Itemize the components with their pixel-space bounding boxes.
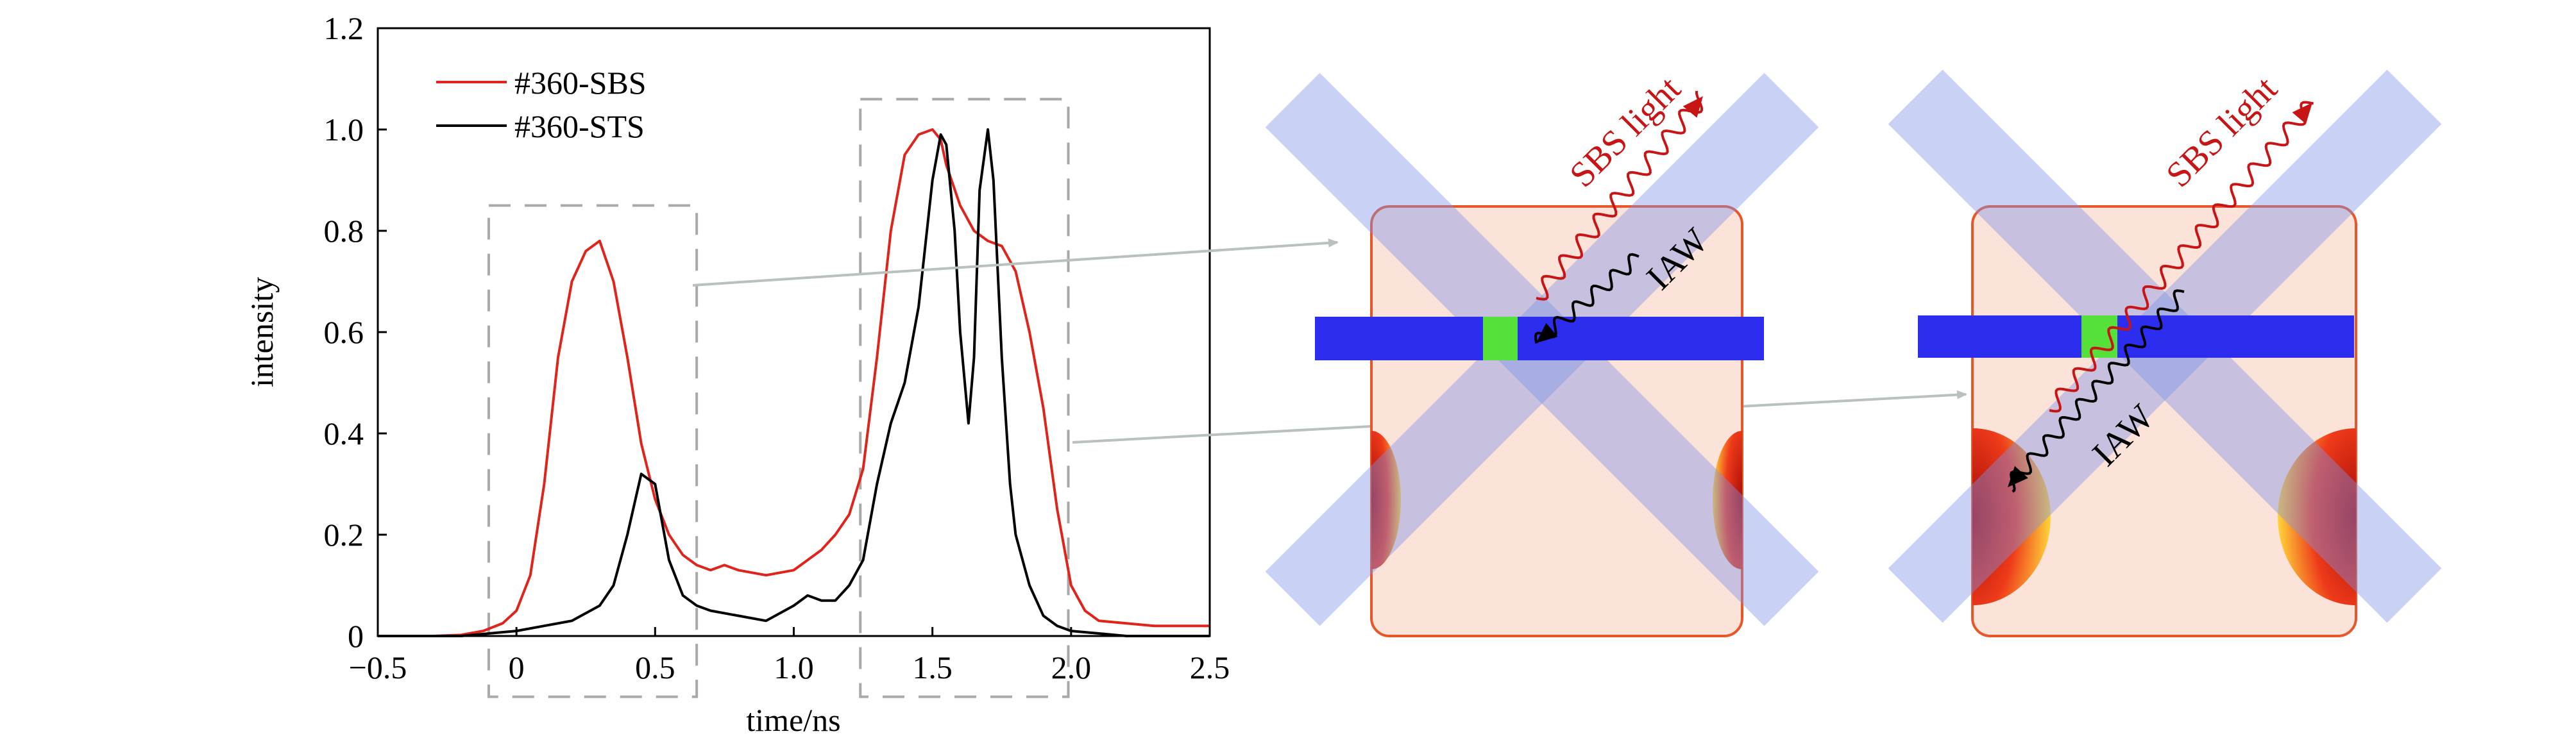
y-tick-label: 0.2: [324, 517, 364, 553]
sbs-wave-line: [2049, 101, 2314, 413]
x-ticks: −0.5 0 0.5 1.0 1.5 2.0 2.5: [349, 627, 1230, 685]
iaw-wave-line: [2009, 289, 2185, 493]
y-tick-label: 1.0: [324, 112, 364, 147]
series-line-sbs: [378, 128, 1210, 637]
interaction-region: [1483, 317, 1518, 360]
iaw-wave-arrowhead: [1536, 322, 1558, 343]
sbs-light-label: SBS light: [2158, 69, 2285, 195]
diagram-2: SBS light IAW: [1888, 69, 2442, 637]
x-tick-label: 0: [509, 649, 525, 685]
dashed-box-1: [487, 204, 699, 698]
x-tick-label: 1.5: [912, 649, 953, 685]
legend-label-sbs: #360-SBS: [514, 65, 647, 101]
connector-arrow-1: [692, 238, 1339, 287]
iaw-wave: [2008, 289, 2185, 493]
sbs-wave-line: [1536, 90, 1704, 301]
y-tick-label: 0.8: [324, 213, 364, 249]
chamber: [1971, 205, 2357, 637]
laser-spot-left: [1371, 431, 1401, 569]
x-axis-title: time/ns: [746, 702, 840, 738]
sbs-wave-arrowhead: [1682, 96, 1703, 118]
target-bar: [1918, 315, 2354, 358]
iaw-wave: [1534, 253, 1640, 344]
laser-spot-right: [1713, 431, 1742, 569]
iaw-wave-arrowhead: [2008, 465, 2028, 487]
series-line-sts: [378, 128, 1210, 637]
sbs-wave: [2049, 101, 2314, 413]
y-tick-label: 0.6: [324, 314, 364, 350]
x-tick-label: 2.5: [1190, 649, 1230, 685]
x-tick-label: −0.5: [349, 649, 407, 685]
y-tick-label: 0: [348, 618, 364, 654]
y-tick-label: 0.4: [324, 415, 364, 451]
x-tick-label: 0.5: [635, 649, 675, 685]
y-ticks: 0 0.2 0.4 0.6 0.8 1.0 1.2: [324, 10, 387, 654]
interaction-region: [2081, 315, 2117, 358]
dashed-box-2: [859, 97, 1070, 698]
y-tick-label: 1.2: [324, 10, 364, 46]
sbs-wave: [1536, 90, 1704, 301]
diagram-1: SBS light IAW: [1265, 69, 1819, 637]
x-tick-label: 1.0: [774, 649, 814, 685]
x-tick-label: 2.0: [1051, 649, 1092, 685]
data-series: [378, 128, 1210, 637]
laser-spot-right: [2278, 428, 2356, 605]
sbs-wave-arrowhead: [2292, 103, 2312, 124]
legend-label-sts: #360-STS: [514, 108, 645, 144]
chamber: [1370, 205, 1743, 637]
annotation-boxes: [487, 97, 1070, 698]
legend: #360-SBS #360-STS: [436, 65, 647, 144]
iaw-wave-line: [1534, 253, 1640, 344]
plot-frame: [377, 27, 1211, 637]
y-axis-title: intensity: [244, 277, 280, 387]
chart: −0.5 0 0.5 1.0 1.5 2.0 2.5 00.20.40.60.81.01.2…: [244, 10, 1230, 738]
